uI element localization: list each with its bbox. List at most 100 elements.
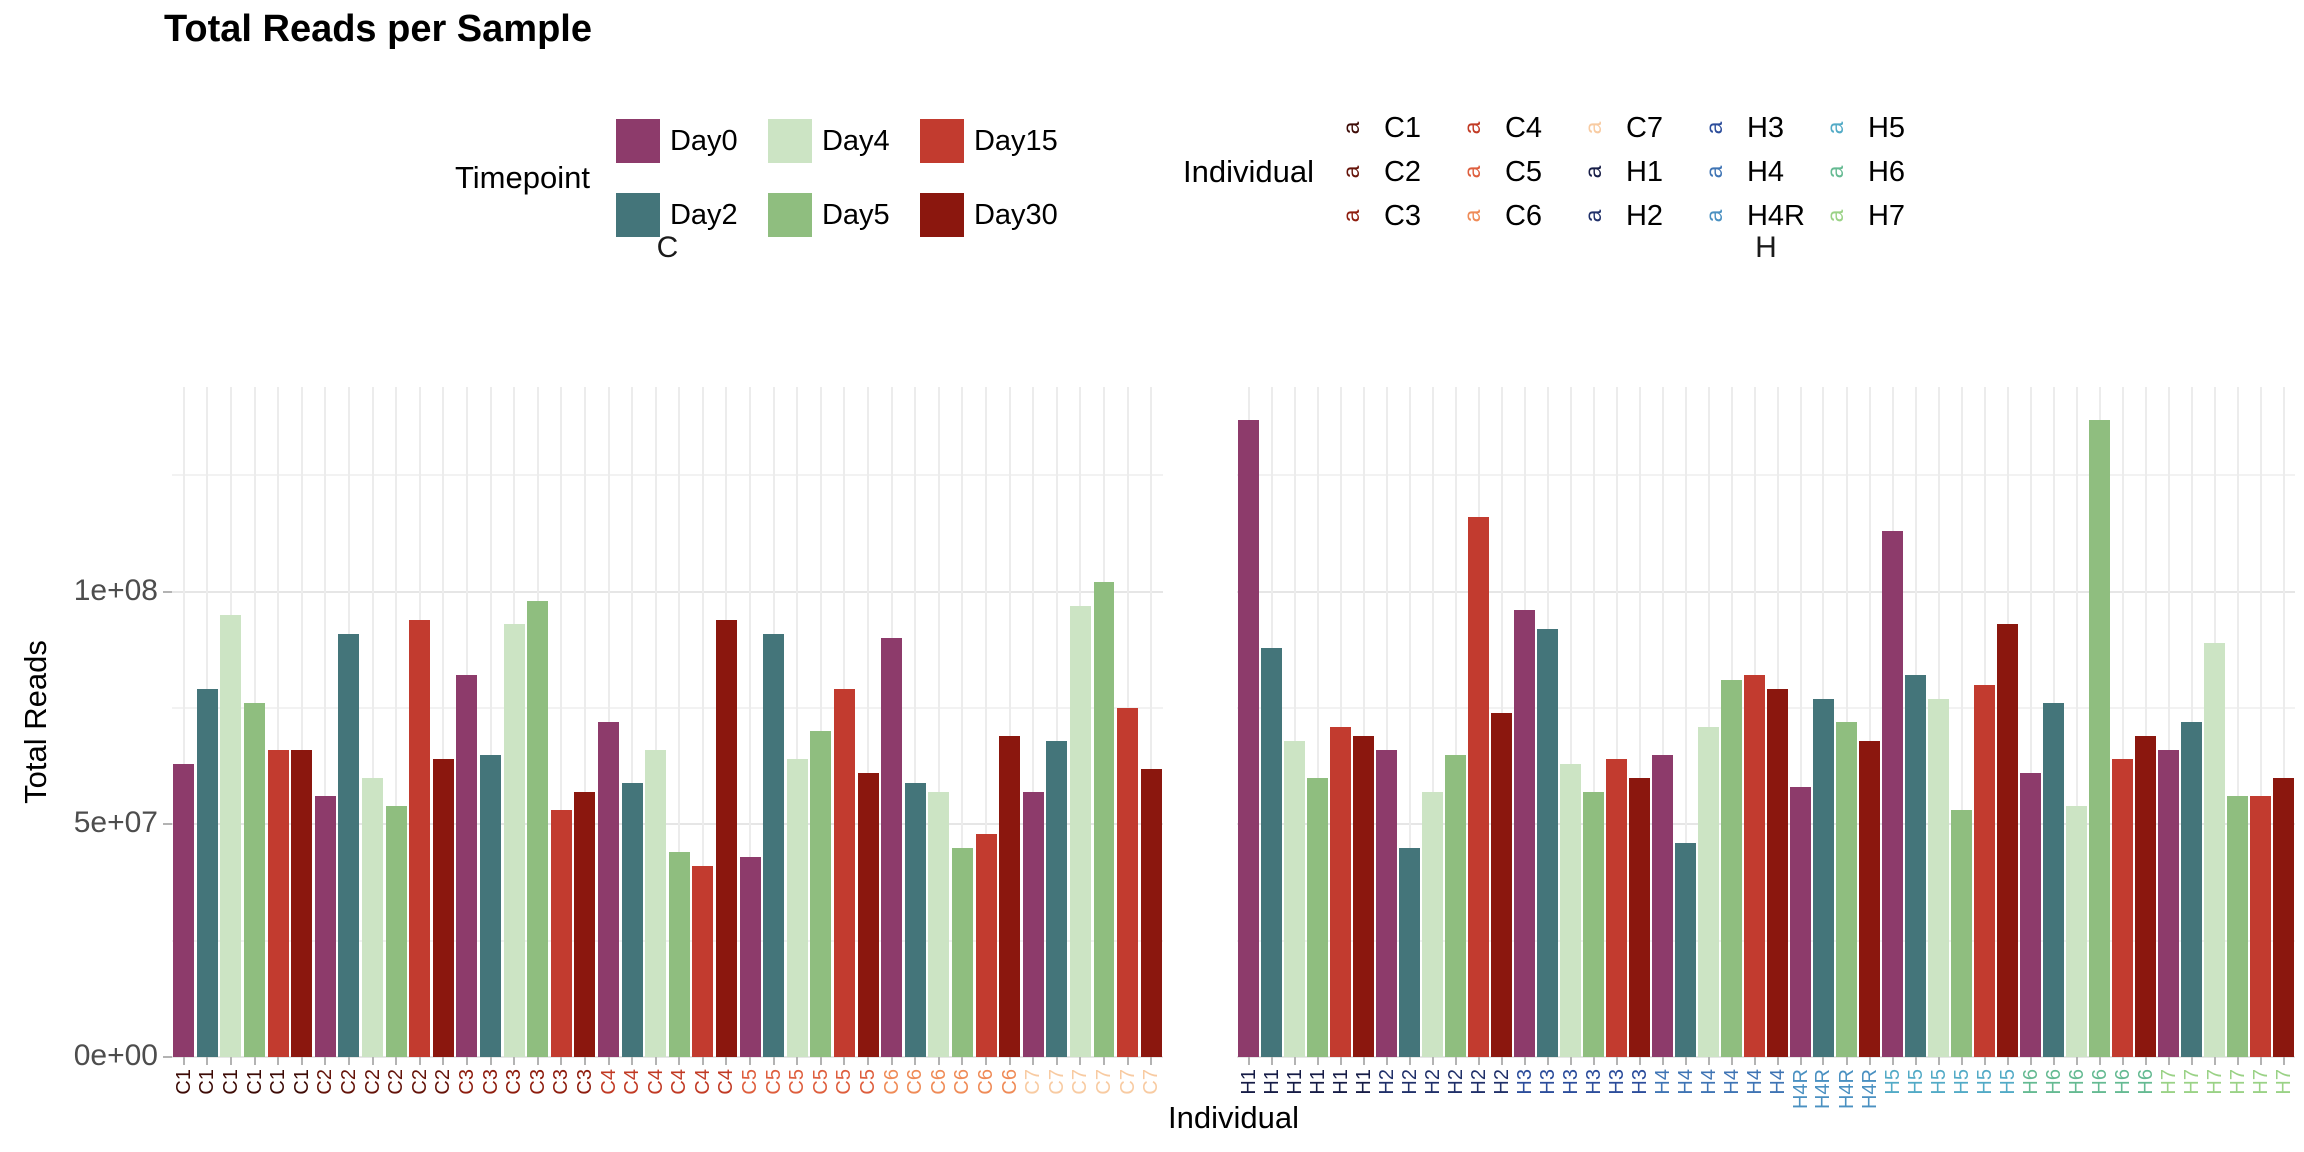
bar-C2-Day4	[362, 777, 384, 1057]
bar-H6-Day0	[2020, 773, 2041, 1057]
legend-label: Day4	[821, 124, 890, 157]
x-axis-label: H3	[1628, 1069, 1651, 1095]
x-axis-label: H3	[1605, 1069, 1628, 1095]
bar-H1-Day30	[1353, 735, 1374, 1057]
bar-H2-Day4	[1422, 791, 1443, 1057]
bar-C2-Day5	[385, 805, 407, 1057]
x-axis-label: C2	[408, 1069, 431, 1095]
sample-slot: H3	[1628, 387, 1651, 1095]
x-axis-title: Individual	[1168, 1100, 1299, 1135]
sample-slot: C5	[833, 387, 857, 1095]
legend-item-H4R: a H4R	[1701, 200, 1824, 233]
sample-slot: H7	[2180, 387, 2203, 1095]
sample-slot: H6	[2111, 387, 2134, 1095]
x-axis-label: H2	[1398, 1069, 1421, 1095]
sample-slot: C1	[219, 387, 243, 1095]
x-tick-mark	[253, 1057, 256, 1065]
sample-slot: H6	[2134, 387, 2157, 1095]
sample-slot: H5	[1996, 387, 2019, 1095]
bar-H1-Day15	[1330, 726, 1351, 1057]
vertical-gridline	[1592, 387, 1595, 1057]
vertical-gridline	[1339, 387, 1342, 1057]
bar-C6-Day30	[999, 735, 1021, 1057]
x-tick-mark	[1569, 1057, 1572, 1065]
x-axis-label: H4R	[1835, 1069, 1858, 1110]
bar-C2-Day2	[338, 633, 360, 1057]
vertical-gridline	[796, 387, 799, 1057]
x-axis-label: H3	[1513, 1069, 1536, 1095]
bar-H1-Day4	[1284, 740, 1305, 1057]
sample-slot: C1	[266, 387, 290, 1095]
x-axis-label: H7	[2180, 1069, 2203, 1095]
sample-slot: C1	[243, 387, 267, 1095]
bar-C1-Day15	[267, 749, 289, 1057]
sample-slot: C7	[1092, 387, 1116, 1095]
sample-slot: C7	[1139, 387, 1163, 1095]
x-tick-mark	[1293, 1057, 1296, 1065]
legend-label: Day0	[669, 124, 738, 157]
minor-gridline	[172, 474, 1163, 477]
x-tick-mark	[395, 1057, 398, 1065]
x-tick-mark	[1079, 1057, 1082, 1065]
major-gridline	[1237, 823, 2295, 826]
bar-C4-Day15	[692, 866, 714, 1057]
y-tick-label: 5e+07	[73, 806, 158, 840]
legend-key-glyph: a	[1337, 165, 1364, 179]
sample-slot: H1	[1260, 387, 1283, 1095]
legend-key-glyph: a	[1821, 121, 1848, 135]
x-axis-label: C4	[597, 1069, 620, 1095]
vertical-gridline	[937, 387, 940, 1057]
sample-slot: C3	[573, 387, 597, 1095]
x-axis-label: H5	[1973, 1069, 1996, 1095]
bar-H7-Day2	[2181, 722, 2202, 1057]
sample-slot: H6	[2088, 387, 2111, 1095]
vertical-gridline	[914, 387, 917, 1057]
bar-H6-Day5	[2089, 419, 2110, 1057]
vertical-gridline	[1385, 387, 1388, 1057]
x-tick-mark	[890, 1057, 893, 1065]
x-tick-mark	[1799, 1057, 1802, 1065]
sample-slot: C6	[974, 387, 998, 1095]
x-axis-label: H2	[1444, 1069, 1467, 1095]
legend-swatch-Day4	[767, 119, 812, 163]
bar-H4R-Day0	[1790, 787, 1811, 1057]
vertical-gridline	[1362, 387, 1365, 1057]
x-axis-label: C5	[786, 1069, 809, 1095]
sample-slot: C4	[668, 387, 692, 1095]
sample-slot: C3	[526, 387, 550, 1095]
vertical-gridline	[2144, 387, 2147, 1057]
legend-key-glyph: a	[1458, 121, 1485, 135]
x-tick-mark	[1822, 1057, 1825, 1065]
legend-label: C7	[1625, 111, 1664, 144]
sample-slot: H4	[1766, 387, 1789, 1095]
legend-label: C6	[1504, 199, 1543, 232]
sample-slot: C7	[1116, 387, 1140, 1095]
x-tick-mark	[1592, 1057, 1595, 1065]
sample-slot: C5	[785, 387, 809, 1095]
panel-c: C1 C1 C1 C1 C1 C1 C2 C2 C2 C2 C2 C2 C3 C3 C3 C3 C3 C3 C4 C4…	[172, 387, 1163, 1095]
sample-slot: H5	[1881, 387, 1904, 1095]
bar-C5-Day15	[833, 689, 855, 1057]
sample-slot: C6	[998, 387, 1022, 1095]
sample-slot: H4R	[1858, 387, 1881, 1109]
legend-item-Day0: Day0	[615, 119, 768, 163]
x-tick-mark	[347, 1057, 350, 1065]
x-axis-label: C4	[621, 1069, 644, 1095]
sample-slot: C1	[172, 387, 196, 1095]
x-tick-mark	[985, 1057, 988, 1065]
bar-C7-Day5	[1093, 582, 1115, 1057]
sample-slot: H4	[1674, 387, 1697, 1095]
x-axis-label: H3	[1582, 1069, 1605, 1095]
vertical-gridline	[1868, 387, 1871, 1057]
sample-slot: C3	[479, 387, 503, 1095]
bar-H4R-Day5	[1836, 722, 1857, 1057]
bar-C1-Day30	[291, 749, 313, 1057]
x-axis-label: H2	[1490, 1069, 1513, 1095]
legend-key-glyph: a	[1700, 165, 1727, 179]
vertical-gridline	[583, 387, 586, 1057]
bar-H1-Day0	[1238, 419, 1259, 1057]
sample-slot: H1	[1283, 387, 1306, 1095]
x-axis-label: C1	[243, 1069, 266, 1095]
x-tick-mark	[1500, 1057, 1503, 1065]
minor-gridline	[172, 939, 1163, 942]
